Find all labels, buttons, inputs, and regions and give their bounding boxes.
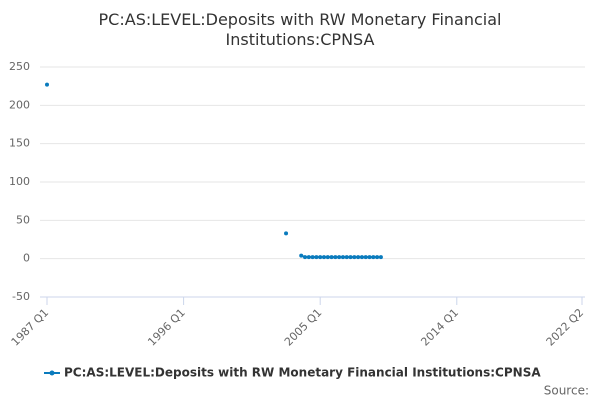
data-point	[363, 255, 368, 260]
data-point	[348, 255, 353, 260]
data-point	[337, 255, 342, 260]
x-tick-label: 2005 Q1	[282, 306, 325, 349]
y-tick-label: 0	[23, 252, 30, 265]
x-tick-label: 1996 Q1	[145, 306, 188, 349]
data-point	[344, 255, 349, 260]
data-point	[284, 231, 289, 236]
data-point	[359, 255, 364, 260]
title-line: Institutions:CPNSA	[226, 30, 375, 49]
y-tick-label: -50	[12, 290, 30, 303]
y-tick-label: 250	[9, 60, 30, 73]
data-point	[375, 255, 380, 260]
chart-title: PC:AS:LEVEL:Deposits with RW Monetary Fi…	[99, 10, 502, 49]
data-point	[45, 82, 49, 87]
data-point	[321, 255, 326, 260]
legend-marker	[49, 370, 55, 376]
y-tick-label: 150	[9, 137, 30, 150]
y-tick-label: 100	[9, 175, 30, 188]
data-point	[314, 255, 319, 260]
y-tick-label: 50	[16, 213, 30, 226]
data-point	[306, 255, 311, 260]
data-point	[303, 255, 308, 260]
y-tick-label: 200	[9, 98, 30, 111]
data-point	[352, 255, 357, 260]
data-point	[356, 255, 361, 260]
data-point	[299, 253, 304, 258]
data-point	[371, 255, 376, 260]
source: Source:	[544, 384, 589, 398]
data-point	[340, 255, 345, 260]
data-point	[329, 255, 334, 260]
x-tick-label: 2022 Q2	[544, 306, 587, 349]
title-line: PC:AS:LEVEL:Deposits with RW Monetary Fi…	[99, 10, 502, 29]
data-point	[333, 255, 338, 260]
x-tick-label: 1987 Q1	[9, 306, 52, 349]
data-point	[325, 255, 330, 260]
x-tick-label: 2014 Q1	[418, 306, 461, 349]
data-point	[310, 255, 315, 260]
data-point	[367, 255, 372, 260]
data-point	[318, 255, 323, 260]
data-point	[378, 255, 383, 260]
legend-label: PC:AS:LEVEL:Deposits with RW Monetary Fi…	[64, 366, 541, 380]
